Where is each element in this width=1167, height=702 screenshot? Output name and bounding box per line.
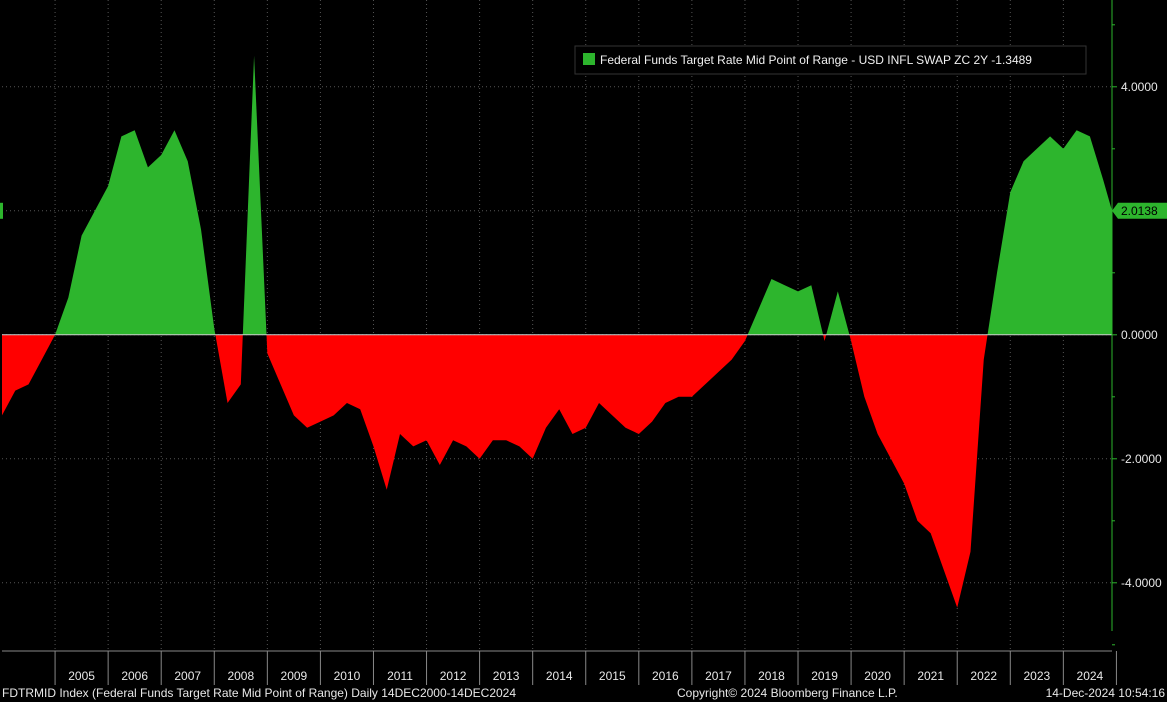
- positive-area: [747, 279, 824, 335]
- x-tick-label: 2008: [227, 669, 254, 683]
- x-tick-label: 2020: [864, 669, 891, 683]
- x-tick-label: 2011: [387, 669, 413, 683]
- positive-area: [987, 130, 1112, 335]
- legend-box: [574, 45, 1087, 75]
- x-tick-label: 2017: [705, 669, 732, 683]
- positive-area: [242, 55, 267, 335]
- negative-area: [823, 334, 827, 341]
- footer-copyright: Copyright© 2024 Bloomberg Finance L.P.: [677, 686, 898, 700]
- x-tick-label: 2018: [758, 669, 785, 683]
- footer-timestamp: 14-Dec-2024 10:54:16: [1045, 686, 1165, 700]
- series-area: [2, 55, 1112, 608]
- x-tick-label: 2019: [811, 669, 838, 683]
- negative-area: [2, 334, 56, 416]
- grid-lines: [2, 0, 1112, 651]
- x-tick-label: 2016: [652, 669, 679, 683]
- x-tick-label: 2014: [546, 669, 573, 683]
- x-tick-label: 2009: [281, 669, 308, 683]
- x-tick-label: 2024: [1077, 669, 1104, 683]
- y-tick-label: -4.0000: [1121, 576, 1162, 590]
- legend-swatch: [583, 53, 595, 65]
- x-tick-label: 2021: [917, 669, 944, 683]
- negative-area: [266, 334, 748, 490]
- x-tick-label: 2012: [440, 669, 467, 683]
- positive-area: [55, 130, 216, 335]
- x-tick-label: 2006: [121, 669, 148, 683]
- x-tick-label: 2023: [1023, 669, 1050, 683]
- x-tick-label: 2007: [174, 669, 201, 683]
- legend-entry: Federal Funds Target Rate Mid Point of R…: [600, 53, 1032, 67]
- x-tick-label: 2022: [970, 669, 997, 683]
- x-axis: 2005 2006 2007 2008 2009 2010 2011 2012 2013 2014…: [2, 650, 1117, 685]
- y-tick-label: -2.0000: [1121, 452, 1162, 466]
- footer-index-info: FDTRMID Index (Federal Funds Target Rate…: [2, 686, 517, 700]
- negative-area: [215, 334, 243, 403]
- left-edge-marker: [0, 202, 3, 219]
- last-value-badge: 2.0138: [0, 202, 1167, 219]
- negative-area: [849, 334, 988, 608]
- x-tick-label: 2010: [334, 669, 361, 683]
- x-tick-label: 2005: [68, 669, 95, 683]
- footer: FDTRMID Index (Federal Funds Target Rate…: [0, 685, 1167, 702]
- legend: Federal Funds Target Rate Mid Point of R…: [574, 45, 1087, 75]
- y-tick-label: 4.0000: [1121, 80, 1158, 94]
- positive-area: [826, 291, 850, 335]
- last-value-label: 2.0138: [1121, 204, 1158, 218]
- x-tick-label: 2013: [493, 669, 520, 683]
- x-tick-label: 2015: [599, 669, 626, 683]
- y-tick-label: 0.0000: [1121, 328, 1158, 342]
- last-value-tag: [1112, 202, 1167, 219]
